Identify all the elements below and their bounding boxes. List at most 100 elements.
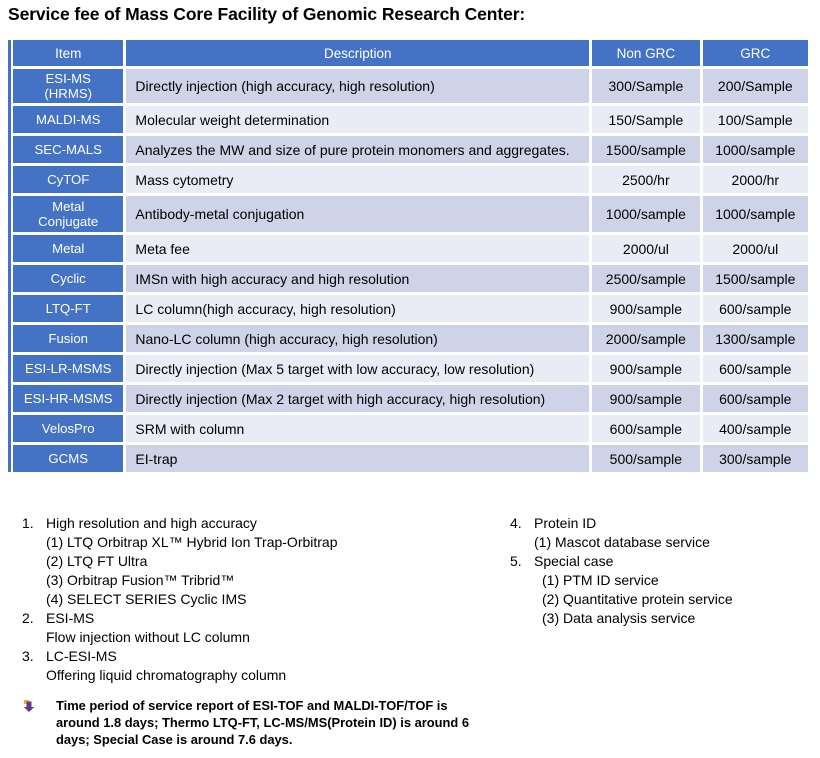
fee-table: Item Description Non GRC GRC ESI-MS (HRM… [10,37,811,475]
non-grc-cell: 900/sample [592,385,700,412]
table-row: Metal Conjugate Antibody-metal conjugati… [13,196,808,232]
note-line: 4. Protein ID [510,514,810,533]
table-row: MALDI-MS Molecular weight determination … [13,106,808,133]
col-header-grc: GRC [702,40,808,66]
table-row: GCMS EI-trap 500/sample 300/sample [13,445,808,472]
footnote-text: Time period of service report of ESI-TOF… [56,698,470,747]
table-row: Cyclic IMSn with high accuracy and high … [13,265,808,292]
notes-left-list: 1. High resolution and high accuracy (1)… [14,514,510,685]
footnote: Time period of service report of ESI-TOF… [22,697,492,748]
note-text: Flow injection without LC column [46,629,250,645]
note-text: (4) SELECT SERIES Cyclic IMS [46,591,247,607]
note-number: 2. [22,610,34,626]
page-title: Service fee of Mass Core Facility of Gen… [8,4,526,24]
grc-cell: 600/sample [702,355,808,382]
grc-cell: 1500/sample [702,265,808,292]
item-cell: SEC-MALS [13,136,124,163]
note-line: (3) Orbitrap Fusion™ Tribrid™ [14,571,510,590]
table-row: ESI-HR-MSMS Directly injection (Max 2 ta… [13,385,808,412]
non-grc-cell: 2000/ul [592,235,700,262]
note-text: (3) Orbitrap Fusion™ Tribrid™ [46,572,235,588]
note-number: 1. [22,515,34,531]
description-cell: Directly injection (Max 5 target with lo… [126,355,590,382]
note-line: Offering liquid chromatography column [14,666,510,685]
non-grc-cell: 2000/sample [592,325,700,352]
note-text: ESI-MS [46,610,95,626]
table-row: Fusion Nano-LC column (high accuracy, hi… [13,325,808,352]
item-cell: ESI-MS (HRMS) [13,69,124,103]
note-text: (2) LTQ FT Ultra [46,553,148,569]
note-text: Offering liquid chromatography column [46,667,287,683]
grc-cell: 400/sample [702,415,808,442]
description-cell: Directly injection (high accuracy, high … [126,69,590,103]
non-grc-cell: 500/sample [592,445,700,472]
description-cell: Antibody-metal conjugation [126,196,590,232]
note-line: (2) LTQ FT Ultra [14,552,510,571]
grc-cell: 2000/ul [702,235,808,262]
grc-cell: 100/Sample [702,106,808,133]
grc-cell: 1000/sample [702,196,808,232]
col-header-description: Description [126,40,590,66]
description-cell: SRM with column [126,415,590,442]
down-arrow-bullet-icon [22,699,36,713]
fee-table-container: Item Description Non GRC GRC ESI-MS (HRM… [8,37,812,475]
col-header-non-grc: Non GRC [592,40,700,66]
note-line: (3) Data analysis service [510,609,810,628]
item-cell: Metal [13,235,124,262]
note-line: 3. LC-ESI-MS [14,647,510,666]
non-grc-cell: 1000/sample [592,196,700,232]
non-grc-cell: 300/Sample [592,69,700,103]
item-cell: LTQ-FT [13,295,124,322]
note-line: (2) Quantitative protein service [510,590,810,609]
table-row: Metal Meta fee 2000/ul 2000/ul [13,235,808,262]
item-cell: CyTOF [13,166,124,193]
grc-cell: 300/sample [702,445,808,472]
grc-cell: 1300/sample [702,325,808,352]
description-cell: IMSn with high accuracy and high resolut… [126,265,590,292]
item-cell: GCMS [13,445,124,472]
description-cell: Meta fee [126,235,590,262]
item-cell: ESI-LR-MSMS [13,355,124,382]
notes-right-list: 4. Protein ID (1) Mascot database servic… [510,514,810,685]
description-cell: Mass cytometry [126,166,590,193]
note-number: 5. [510,553,522,569]
description-cell: Directly injection (Max 2 target with hi… [126,385,590,412]
note-number: 3. [22,648,34,664]
col-header-item: Item [13,40,124,66]
description-cell: Molecular weight determination [126,106,590,133]
note-line: Flow injection without LC column [14,628,510,647]
table-row: LTQ-FT LC column(high accuracy, high res… [13,295,808,322]
note-line: (1) PTM ID service [510,571,810,590]
note-text: Special case [534,553,614,569]
table-row: VelosPro SRM with column 600/sample 400/… [13,415,808,442]
note-line: (1) Mascot database service [510,533,810,552]
table-row: SEC-MALS Analyzes the MW and size of pur… [13,136,808,163]
note-text: LC-ESI-MS [46,648,117,664]
non-grc-cell: 900/sample [592,295,700,322]
description-cell: Nano-LC column (high accuracy, high reso… [126,325,590,352]
item-cell: ESI-HR-MSMS [13,385,124,412]
note-line: (4) SELECT SERIES Cyclic IMS [14,590,510,609]
grc-cell: 2000/hr [702,166,808,193]
note-text: (1) PTM ID service [542,572,659,588]
item-cell: Cyclic [13,265,124,292]
non-grc-cell: 1500/sample [592,136,700,163]
note-line: 5. Special case [510,552,810,571]
non-grc-cell: 2500/hr [592,166,700,193]
item-cell: MALDI-MS [13,106,124,133]
description-cell: Analyzes the MW and size of pure protein… [126,136,590,163]
item-cell: Fusion [13,325,124,352]
description-cell: EI-trap [126,445,590,472]
grc-cell: 1000/sample [702,136,808,163]
table-row: ESI-LR-MSMS Directly injection (Max 5 ta… [13,355,808,382]
note-line: 2. ESI-MS [14,609,510,628]
non-grc-cell: 2500/sample [592,265,700,292]
table-row: CyTOF Mass cytometry 2500/hr 2000/hr [13,166,808,193]
notes-section: 1. High resolution and high accuracy (1)… [14,514,810,685]
note-line: (1) LTQ Orbitrap XL™ Hybrid Ion Trap-Orb… [14,533,510,552]
item-cell: Metal Conjugate [13,196,124,232]
note-text: High resolution and high accuracy [46,515,257,531]
table-header-row: Item Description Non GRC GRC [13,40,808,66]
grc-cell: 200/Sample [702,69,808,103]
